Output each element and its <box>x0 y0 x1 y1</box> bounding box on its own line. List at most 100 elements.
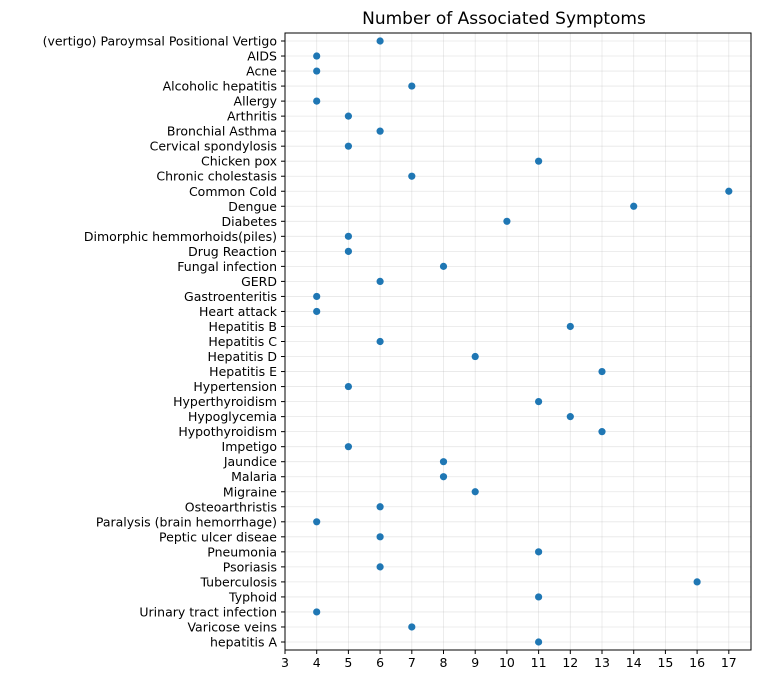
data-point <box>408 172 416 180</box>
y-tick-label: Paralysis (brain hemorrhage) <box>96 514 277 529</box>
x-tick-label: 8 <box>440 655 448 670</box>
y-tick-label: Heart attack <box>199 304 278 319</box>
data-point <box>535 398 543 406</box>
data-point <box>344 142 353 150</box>
data-point <box>313 518 321 526</box>
data-point <box>313 608 321 616</box>
y-tick-label: Dengue <box>228 199 277 214</box>
y-tick-label: Drug Reaction <box>188 244 277 259</box>
data-point <box>376 337 384 346</box>
y-tick-label: Urinary tract infection <box>139 604 277 619</box>
y-tick-label: Fungal infection <box>177 259 277 274</box>
data-point <box>313 97 321 105</box>
data-point <box>376 37 384 45</box>
data-point <box>535 548 543 556</box>
y-tick-label: Hypoglycemia <box>188 409 277 424</box>
y-tick-label: Peptic ulcer diseae <box>159 529 277 544</box>
data-point <box>376 277 384 285</box>
y-tick-label: Varicose veins <box>187 619 277 634</box>
data-point <box>566 322 574 331</box>
x-tick-label: 3 <box>281 655 289 670</box>
x-tick-label: 14 <box>626 655 642 670</box>
y-tick-label: Migraine <box>223 484 277 499</box>
grid-layer <box>284 33 751 650</box>
x-tick-label: 17 <box>721 655 737 670</box>
y-tick-label: Hepatitis E <box>209 364 277 379</box>
y-tick-label: Arthritis <box>227 109 277 124</box>
y-tick-label: Chicken pox <box>201 154 277 169</box>
y-tick-label: GERD <box>241 274 277 289</box>
data-point <box>471 488 479 496</box>
x-tick-label: 10 <box>499 655 515 670</box>
data-point <box>344 443 353 451</box>
data-point <box>313 292 321 301</box>
data-point <box>313 307 321 316</box>
data-point <box>535 638 543 646</box>
data-point <box>439 458 448 466</box>
data-point <box>439 473 448 481</box>
data-point <box>376 503 384 511</box>
y-tick-label: Alcoholic hepatitis <box>163 79 277 94</box>
y-tick-label: Hepatitis D <box>207 349 277 364</box>
y-tick-label: Dimorphic hemmorhoids(piles) <box>84 229 277 244</box>
x-tick-label: 9 <box>471 655 479 670</box>
y-tick-label: Osteoarthristis <box>185 499 277 514</box>
ticks-layer: 3 4 5 6 7 8 9 10 11 12 13 14 15 16 17 (vertigo) Paroyms… <box>43 34 737 671</box>
data-point <box>344 382 353 391</box>
y-tick-label: Jaundice <box>223 454 277 469</box>
x-tick-label: 16 <box>689 655 705 670</box>
data-point <box>598 428 606 436</box>
y-tick-label: Common Cold <box>189 184 277 199</box>
data-point <box>630 202 638 210</box>
x-tick-label: 11 <box>531 655 547 670</box>
y-tick-label: (vertigo) Paroymsal Positional Vertigo <box>43 34 277 49</box>
x-tick-label: 7 <box>408 655 416 670</box>
data-point <box>344 247 353 255</box>
data-point <box>598 367 606 376</box>
x-tick-label: 13 <box>594 655 610 670</box>
points-layer <box>313 37 733 646</box>
data-point <box>376 127 384 135</box>
x-tick-label: 12 <box>562 655 578 670</box>
x-tick-label: 4 <box>313 655 321 670</box>
chart-title: Number of Associated Symptoms <box>362 9 646 29</box>
y-tick-label: Allergy <box>234 94 278 109</box>
y-tick-label: Pneumonia <box>207 544 277 559</box>
data-point <box>313 52 321 60</box>
data-point <box>725 187 733 195</box>
data-point <box>471 352 479 361</box>
data-point <box>503 217 511 225</box>
y-tick-label: Cervical spondylosis <box>150 139 277 154</box>
y-tick-label: Acne <box>246 64 277 79</box>
y-tick-label: Hyperthyroidism <box>173 394 277 409</box>
y-tick-label: Typhoid <box>228 589 277 604</box>
x-tick-label: 5 <box>344 655 352 670</box>
data-point <box>566 413 574 421</box>
data-point <box>313 67 321 75</box>
y-tick-label: hepatitis A <box>210 635 277 650</box>
y-tick-label: Hypertension <box>193 379 277 394</box>
y-tick-label: Tuberculosis <box>199 574 277 589</box>
data-point <box>439 262 448 270</box>
data-point <box>408 82 416 90</box>
y-tick-label: Impetigo <box>222 439 277 454</box>
data-point <box>344 232 353 240</box>
y-tick-label: Hepatitis B <box>209 319 278 334</box>
y-tick-label: Gastroenteritis <box>184 289 277 304</box>
x-tick-label: 6 <box>376 655 384 670</box>
x-tick-label: 15 <box>657 655 673 670</box>
data-point <box>535 593 543 601</box>
y-tick-label: Psoriasis <box>223 559 277 574</box>
y-tick-label: Bronchial Asthma <box>167 124 277 139</box>
data-point <box>376 563 384 571</box>
data-point <box>535 157 543 165</box>
y-tick-label: Chronic cholestasis <box>156 169 277 184</box>
y-tick-label: Hypothyroidism <box>178 424 277 439</box>
y-tick-label: AIDS <box>247 49 277 64</box>
y-tick-label: Malaria <box>231 469 277 484</box>
data-point <box>376 533 384 541</box>
data-point <box>693 578 701 586</box>
data-point <box>408 623 416 631</box>
